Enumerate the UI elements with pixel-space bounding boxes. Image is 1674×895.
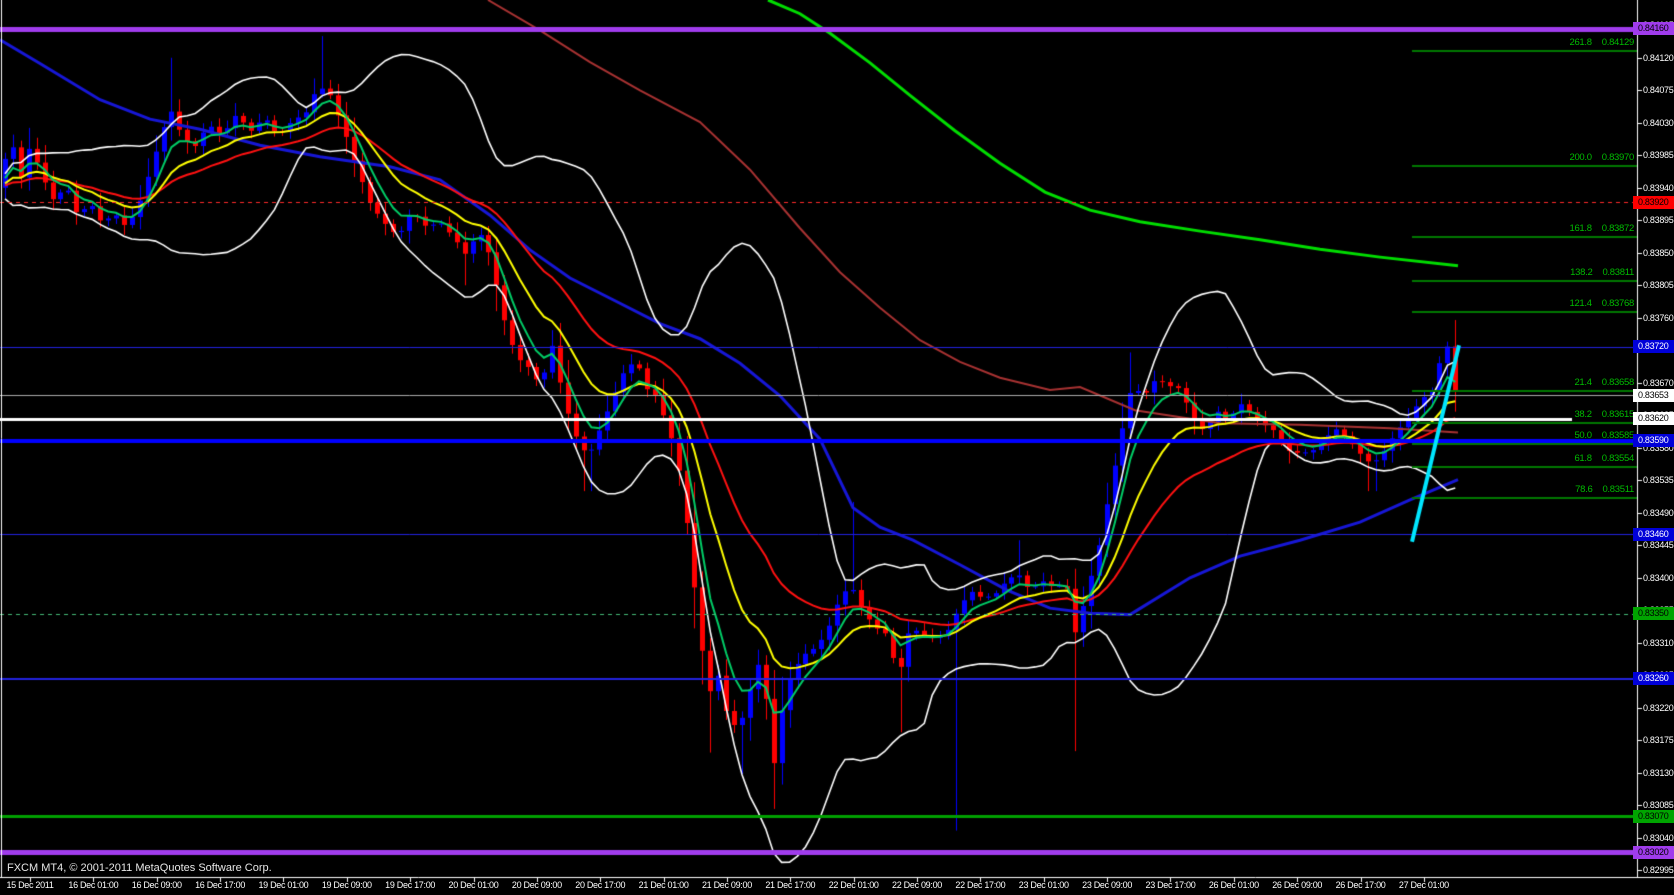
fib-level-label: 50.0 0.83585	[1574, 430, 1634, 442]
price-tick-label: 0.83490	[1643, 507, 1674, 518]
fib-level-price: 0.83585	[1601, 430, 1635, 442]
fib-level-pct: 50.0	[1574, 430, 1592, 442]
time-axis-label: 21 Dec 17:00	[765, 880, 816, 890]
time-axis-label: 26 Dec 01:00	[1208, 880, 1259, 890]
fib-level-pct: 61.8	[1574, 452, 1592, 464]
price-level-badge: 0.83620	[1633, 412, 1674, 426]
fib-level-price: 0.83615	[1601, 408, 1635, 420]
fib-level-price: 0.83511	[1602, 483, 1634, 495]
fib-level-price: 0.83768	[1601, 298, 1635, 309]
time-axis-label: 20 Dec 09:00	[511, 880, 562, 890]
time-axis-label: 19 Dec 17:00	[385, 880, 436, 890]
fib-level-label: 261.8 0.84129	[1569, 37, 1634, 49]
fib-level-price: 0.83811	[1602, 266, 1634, 278]
price-tick-label: 0.83130	[1643, 767, 1674, 778]
fib-level-price: 0.84129	[1601, 37, 1635, 49]
price-level-badge: 0.83590	[1633, 434, 1674, 448]
time-axis-label: 22 Dec 09:00	[892, 880, 942, 890]
fib-level-label: 200.0 0.83970	[1569, 152, 1634, 164]
fib-level-label: 38.2 0.83615	[1574, 409, 1634, 421]
fib-level-price: 0.83872	[1601, 222, 1635, 234]
time-axis-label: 16 Dec 09:00	[131, 880, 182, 890]
fib-level-pct: 138.2	[1570, 266, 1593, 278]
price-level-badge: 0.83720	[1633, 340, 1674, 354]
time-axis-label: 19 Dec 09:00	[321, 880, 372, 890]
price-level-badge: 0.83020	[1633, 845, 1674, 859]
fib-level-label: 21.4 0.83658	[1574, 377, 1634, 389]
time-axis-label: 27 Dec 01:00	[1398, 880, 1449, 890]
price-tick-label: 0.83850	[1643, 247, 1674, 258]
price-tick-label: 0.83445	[1643, 540, 1674, 551]
time-axis-label: 15 Dec 2011	[6, 880, 54, 890]
price-tick-label: 0.83580	[1643, 442, 1674, 453]
price-tick-label: 0.84075	[1643, 85, 1674, 96]
price-tick-label: 0.83895	[1643, 215, 1674, 226]
fib-level-price: 0.83658	[1601, 377, 1635, 389]
time-axis-label: 22 Dec 17:00	[955, 880, 1006, 890]
fib-level-label: 138.2 0.83811	[1570, 267, 1634, 279]
fib-level-price: 0.83970	[1601, 152, 1635, 164]
price-tick-label: 0.83940	[1643, 182, 1674, 193]
fib-level-label: 161.8 0.83872	[1569, 223, 1634, 235]
price-level-badge: 0.83260	[1633, 672, 1674, 686]
price-level-badge: 0.83070	[1633, 809, 1674, 823]
price-tick-label: 0.84030	[1643, 117, 1674, 128]
time-axis-label: 20 Dec 01:00	[448, 880, 499, 890]
price-tick-label: 0.83760	[1643, 312, 1674, 323]
price-level-badge: 0.83350	[1633, 607, 1674, 621]
price-tick-label: 0.83985	[1643, 150, 1674, 161]
fib-level-pct: 121.4	[1569, 298, 1592, 309]
time-axis-label: 16 Dec 17:00	[195, 880, 246, 890]
price-tick-label: 0.83310	[1643, 637, 1674, 648]
time-axis-label: 23 Dec 09:00	[1082, 880, 1133, 890]
price-tick-label: 0.83085	[1643, 800, 1674, 811]
price-level-badge: 0.83460	[1633, 527, 1674, 541]
fib-level-pct: 161.8	[1569, 222, 1592, 234]
price-tick-label: 0.83535	[1643, 475, 1674, 486]
price-tick-label: 0.83805	[1643, 280, 1674, 291]
fib-level-pct: 261.8	[1569, 37, 1592, 49]
price-tick-label: 0.83400	[1643, 572, 1674, 583]
price-tick-label: 0.82995	[1643, 865, 1674, 876]
fib-level-pct: 21.4	[1574, 377, 1592, 389]
fib-level-pct: 38.2	[1574, 408, 1592, 420]
price-tick-label: 0.83220	[1643, 702, 1674, 713]
fib-level-pct: 200.0	[1569, 152, 1592, 164]
time-axis-label: 19 Dec 01:00	[258, 880, 309, 890]
price-tick-label: 0.83175	[1643, 735, 1674, 746]
price-tick-label: 0.84120	[1643, 52, 1674, 63]
fib-level-label: 78.6 0.83511	[1575, 484, 1634, 496]
time-axis-label: 20 Dec 17:00	[575, 880, 626, 890]
price-tick-label: 0.83670	[1643, 377, 1674, 388]
fib-level-pct: 78.6	[1575, 483, 1593, 495]
time-axis-label: 16 Dec 01:00	[68, 880, 119, 890]
copyright-text: FXCM MT4, © 2001-2011 MetaQuotes Softwar…	[7, 862, 272, 874]
fib-level-label: 121.4 0.83768	[1569, 298, 1634, 310]
time-axis-label: 22 Dec 01:00	[828, 880, 879, 890]
time-axis-label: 23 Dec 01:00	[1018, 880, 1069, 890]
time-axis-label: 26 Dec 17:00	[1335, 880, 1386, 890]
time-axis-label: 21 Dec 01:00	[638, 880, 689, 890]
price-level-badge: 0.83920	[1633, 195, 1674, 209]
time-axis-label: 21 Dec 09:00	[701, 880, 752, 890]
price-level-badge: 0.83653	[1633, 388, 1674, 402]
price-level-badge: 0.84160	[1633, 22, 1674, 36]
fib-level-label: 61.8 0.83554	[1574, 453, 1634, 465]
fib-level-price: 0.83554	[1601, 452, 1635, 464]
time-axis-label: 26 Dec 09:00	[1272, 880, 1323, 890]
time-axis-label: 23 Dec 17:00	[1145, 880, 1196, 890]
price-tick-label: 0.83040	[1643, 832, 1674, 843]
